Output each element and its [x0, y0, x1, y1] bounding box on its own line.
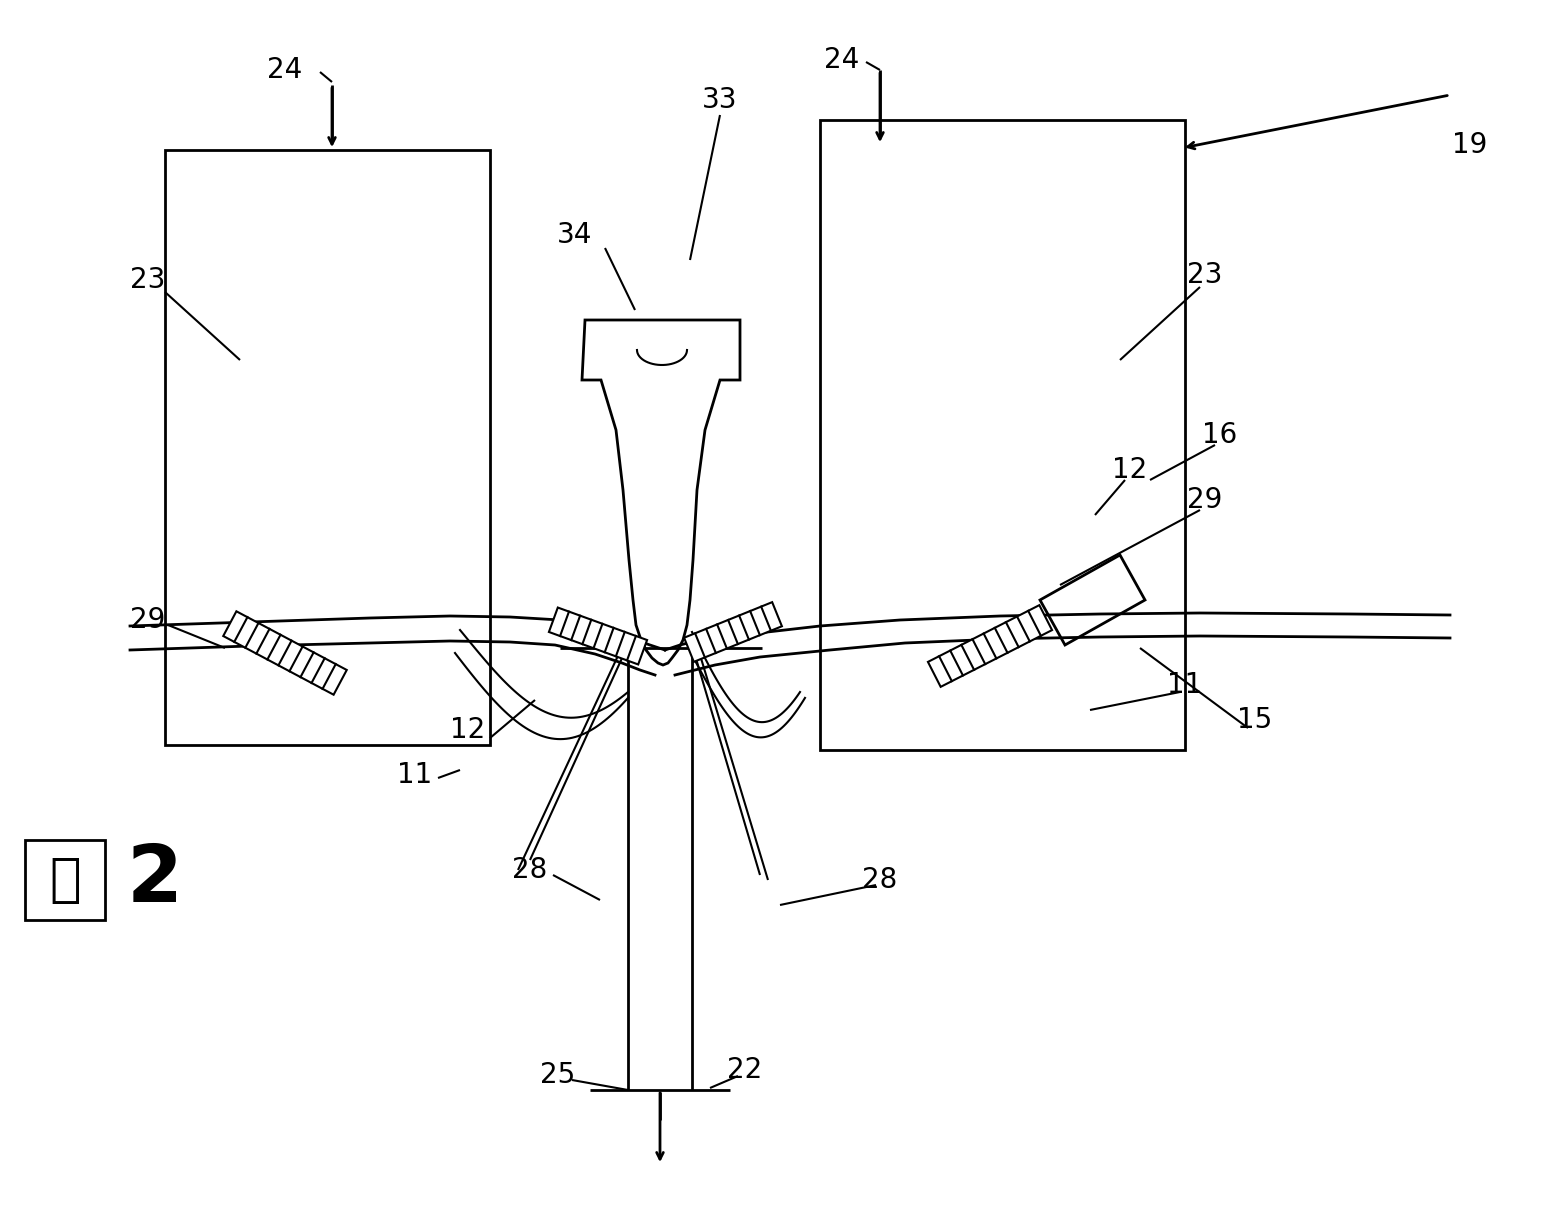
Polygon shape — [549, 608, 648, 665]
Text: 図: 図 — [49, 854, 80, 906]
Bar — [820, 120, 1184, 750]
Text: 29: 29 — [131, 606, 165, 634]
Polygon shape — [224, 611, 347, 695]
Text: 11: 11 — [398, 761, 433, 789]
Text: 34: 34 — [557, 221, 592, 249]
Text: 15: 15 — [1237, 706, 1272, 734]
Text: 12: 12 — [450, 716, 486, 744]
Text: 12: 12 — [1112, 456, 1147, 484]
Text: 24: 24 — [825, 46, 859, 74]
Text: 28: 28 — [512, 857, 547, 885]
Text: 22: 22 — [728, 1056, 763, 1084]
Text: 33: 33 — [702, 86, 737, 114]
Bar — [165, 149, 490, 745]
Text: 28: 28 — [862, 866, 897, 894]
Text: 23: 23 — [1187, 261, 1223, 289]
Text: 16: 16 — [1203, 422, 1238, 450]
Bar — [25, 840, 105, 920]
Text: 29: 29 — [1187, 486, 1223, 514]
Polygon shape — [928, 605, 1052, 686]
Polygon shape — [685, 603, 782, 662]
Text: 2: 2 — [126, 841, 183, 919]
Text: 19: 19 — [1453, 131, 1488, 159]
Text: 24: 24 — [267, 56, 302, 84]
Text: 11: 11 — [1167, 671, 1203, 699]
Text: 23: 23 — [131, 266, 165, 294]
Text: 25: 25 — [540, 1061, 575, 1089]
